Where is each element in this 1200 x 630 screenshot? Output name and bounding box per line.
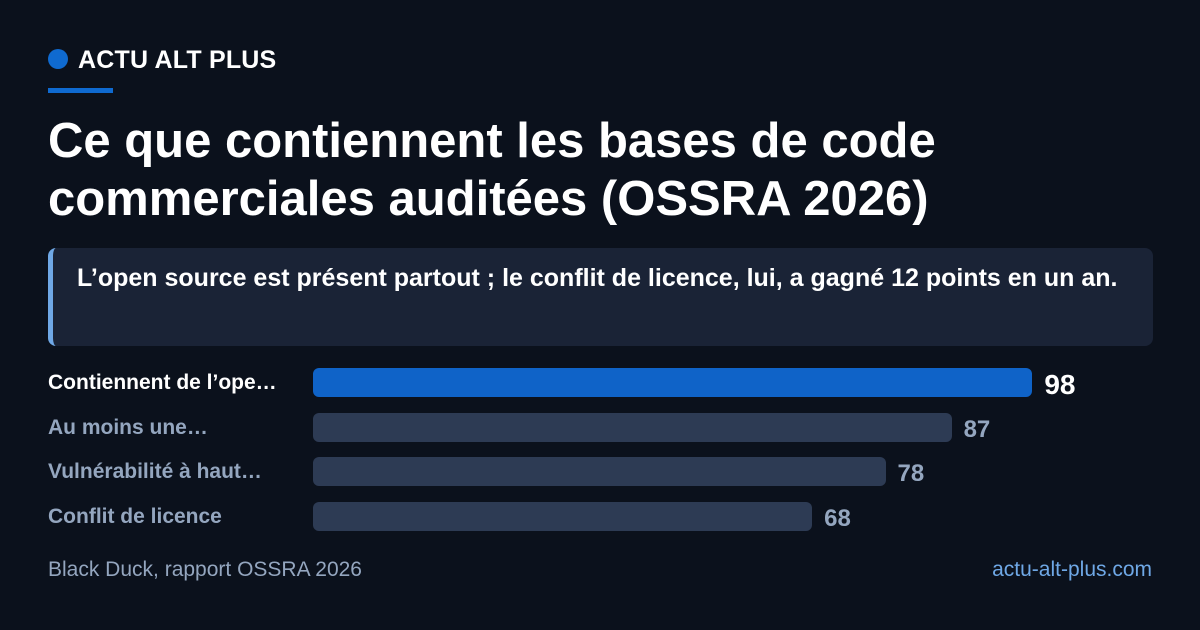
site-link[interactable]: actu-alt-plus.com	[992, 558, 1152, 581]
bar-label: Contiennent de l’ope…	[48, 371, 277, 394]
subtitle-callout: L’open source est présent partout ; le c…	[48, 248, 1153, 346]
bar-row: Contiennent de l’ope… 98	[0, 368, 1200, 400]
bar	[313, 412, 952, 442]
bar-value-label: 78	[897, 460, 925, 487]
chart-title: Ce que contiennent les bases de code com…	[48, 114, 936, 226]
bar-row: Au moins une… 87	[0, 412, 1200, 443]
brand: ACTU ALT PLUS	[48, 46, 276, 75]
bar-row: Conflit de licence 68	[0, 501, 1200, 532]
brand-name: ACTU ALT PLUS	[78, 46, 277, 74]
bar-value-label: 87	[963, 415, 991, 443]
bar	[313, 368, 1033, 397]
bar-label: Vulnérabilité à haut…	[48, 460, 262, 483]
bar-value-label: 68	[824, 504, 851, 532]
bar-row: Vulnérabilité à haut… 78	[0, 457, 1200, 487]
brand-dot-icon	[48, 48, 68, 69]
bar	[313, 501, 813, 531]
bar-chart: Contiennent de l’ope… 98 Au moins une… 87 Vu…	[0, 360, 1200, 550]
bar-label: Conflit de licence	[48, 504, 222, 528]
bar	[313, 457, 886, 486]
brand-underline	[48, 88, 113, 93]
source-credit: Black Duck, rapport OSSRA 2026	[48, 558, 362, 581]
subtitle-text: L’open source est présent partout ; le c…	[77, 264, 1118, 292]
bar-label: Au moins une…	[48, 415, 208, 439]
bar-value-label: 98	[1044, 369, 1076, 400]
